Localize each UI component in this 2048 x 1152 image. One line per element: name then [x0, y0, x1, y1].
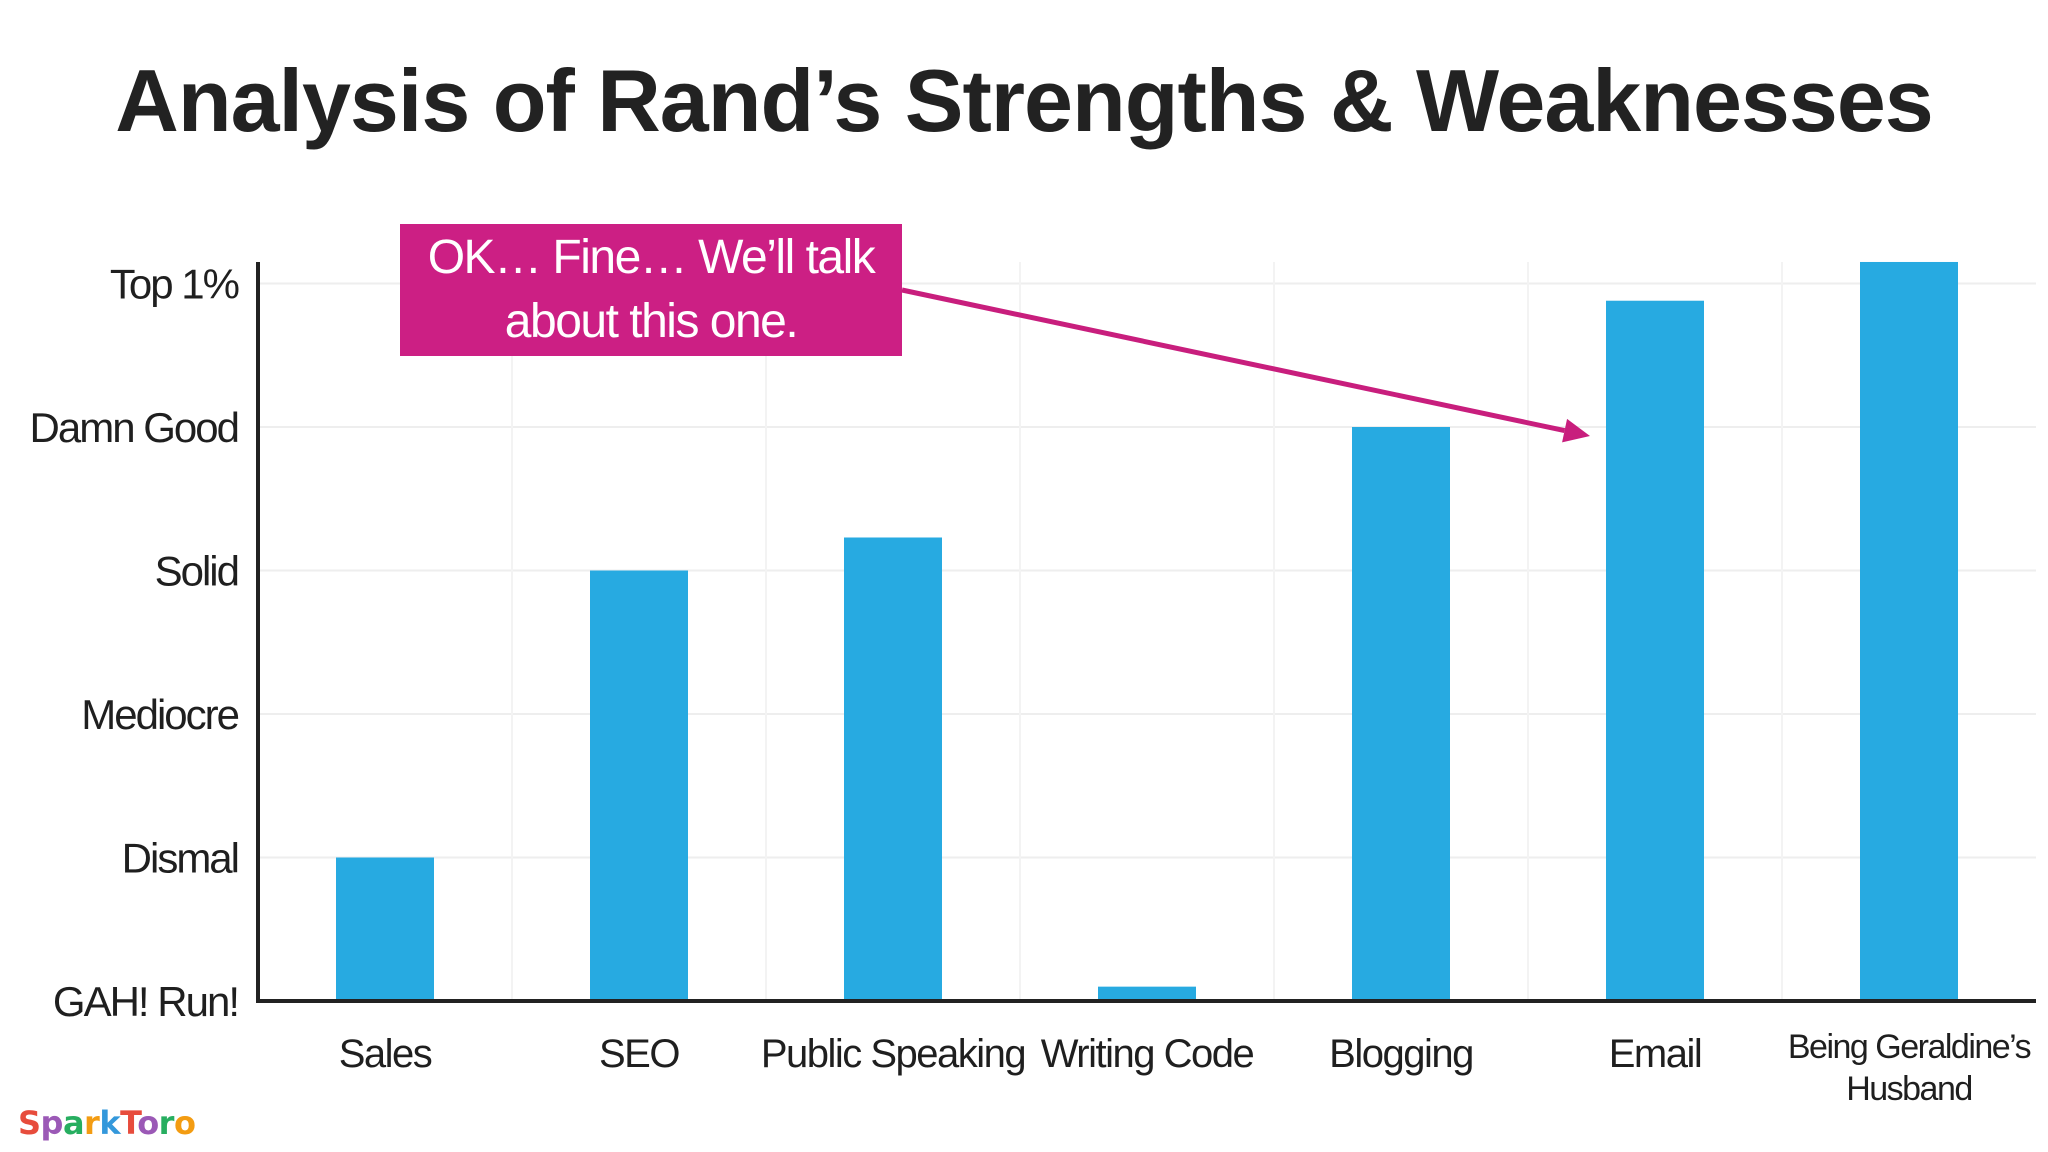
callout-box: OK… Fine… We’ll talk about this one. [400, 224, 902, 356]
y-tick-label: Mediocre [81, 691, 238, 738]
y-tick-label: GAH! Run! [53, 978, 238, 1025]
x-tick-label: Being Geraldine’s [1788, 1028, 2031, 1066]
bar [1606, 300, 1704, 1002]
bar [590, 570, 688, 1001]
x-tick-label: Blogging [1329, 1032, 1473, 1076]
bar [336, 857, 434, 1001]
x-tick-label: Husband [1846, 1070, 1972, 1108]
bar [1098, 986, 1196, 1001]
x-tick-label: Email [1609, 1032, 1702, 1076]
callout-line-2: about this one. [504, 295, 799, 348]
bar [1860, 261, 1958, 1002]
arrow-shaft [901, 287, 1566, 434]
y-tick-label: Top 1% [110, 261, 239, 308]
x-tick-labels: Sales SEO Public Speaking Writing Code Blogg… [339, 1028, 2032, 1108]
y-tick-label: Damn Good [30, 404, 238, 451]
axes [256, 262, 2036, 1003]
y-tick-label: Dismal [122, 835, 238, 882]
y-tick-labels: GAH! Run! Dismal Mediocre Solid Damn Good Top… [30, 261, 241, 1026]
callout-line-1: OK… Fine… We’ll talk [427, 231, 876, 284]
bar [1352, 427, 1450, 1001]
arrow-head [1562, 418, 1590, 443]
x-tick-label: Sales [339, 1032, 432, 1076]
sparktoro-logo: SparkToro [18, 1104, 196, 1142]
callout-arrow [901, 287, 1590, 443]
x-tick-label: SEO [599, 1032, 679, 1076]
y-tick-label: Solid [155, 548, 238, 595]
bars [336, 261, 1958, 1002]
bar [844, 537, 942, 1001]
slide-title: Analysis of Rand’s Strengths & Weaknesse… [115, 51, 1933, 150]
x-tick-label: Public Speaking [761, 1032, 1025, 1076]
x-tick-label: Writing Code [1041, 1032, 1254, 1076]
grid-lines [258, 261, 2036, 1001]
